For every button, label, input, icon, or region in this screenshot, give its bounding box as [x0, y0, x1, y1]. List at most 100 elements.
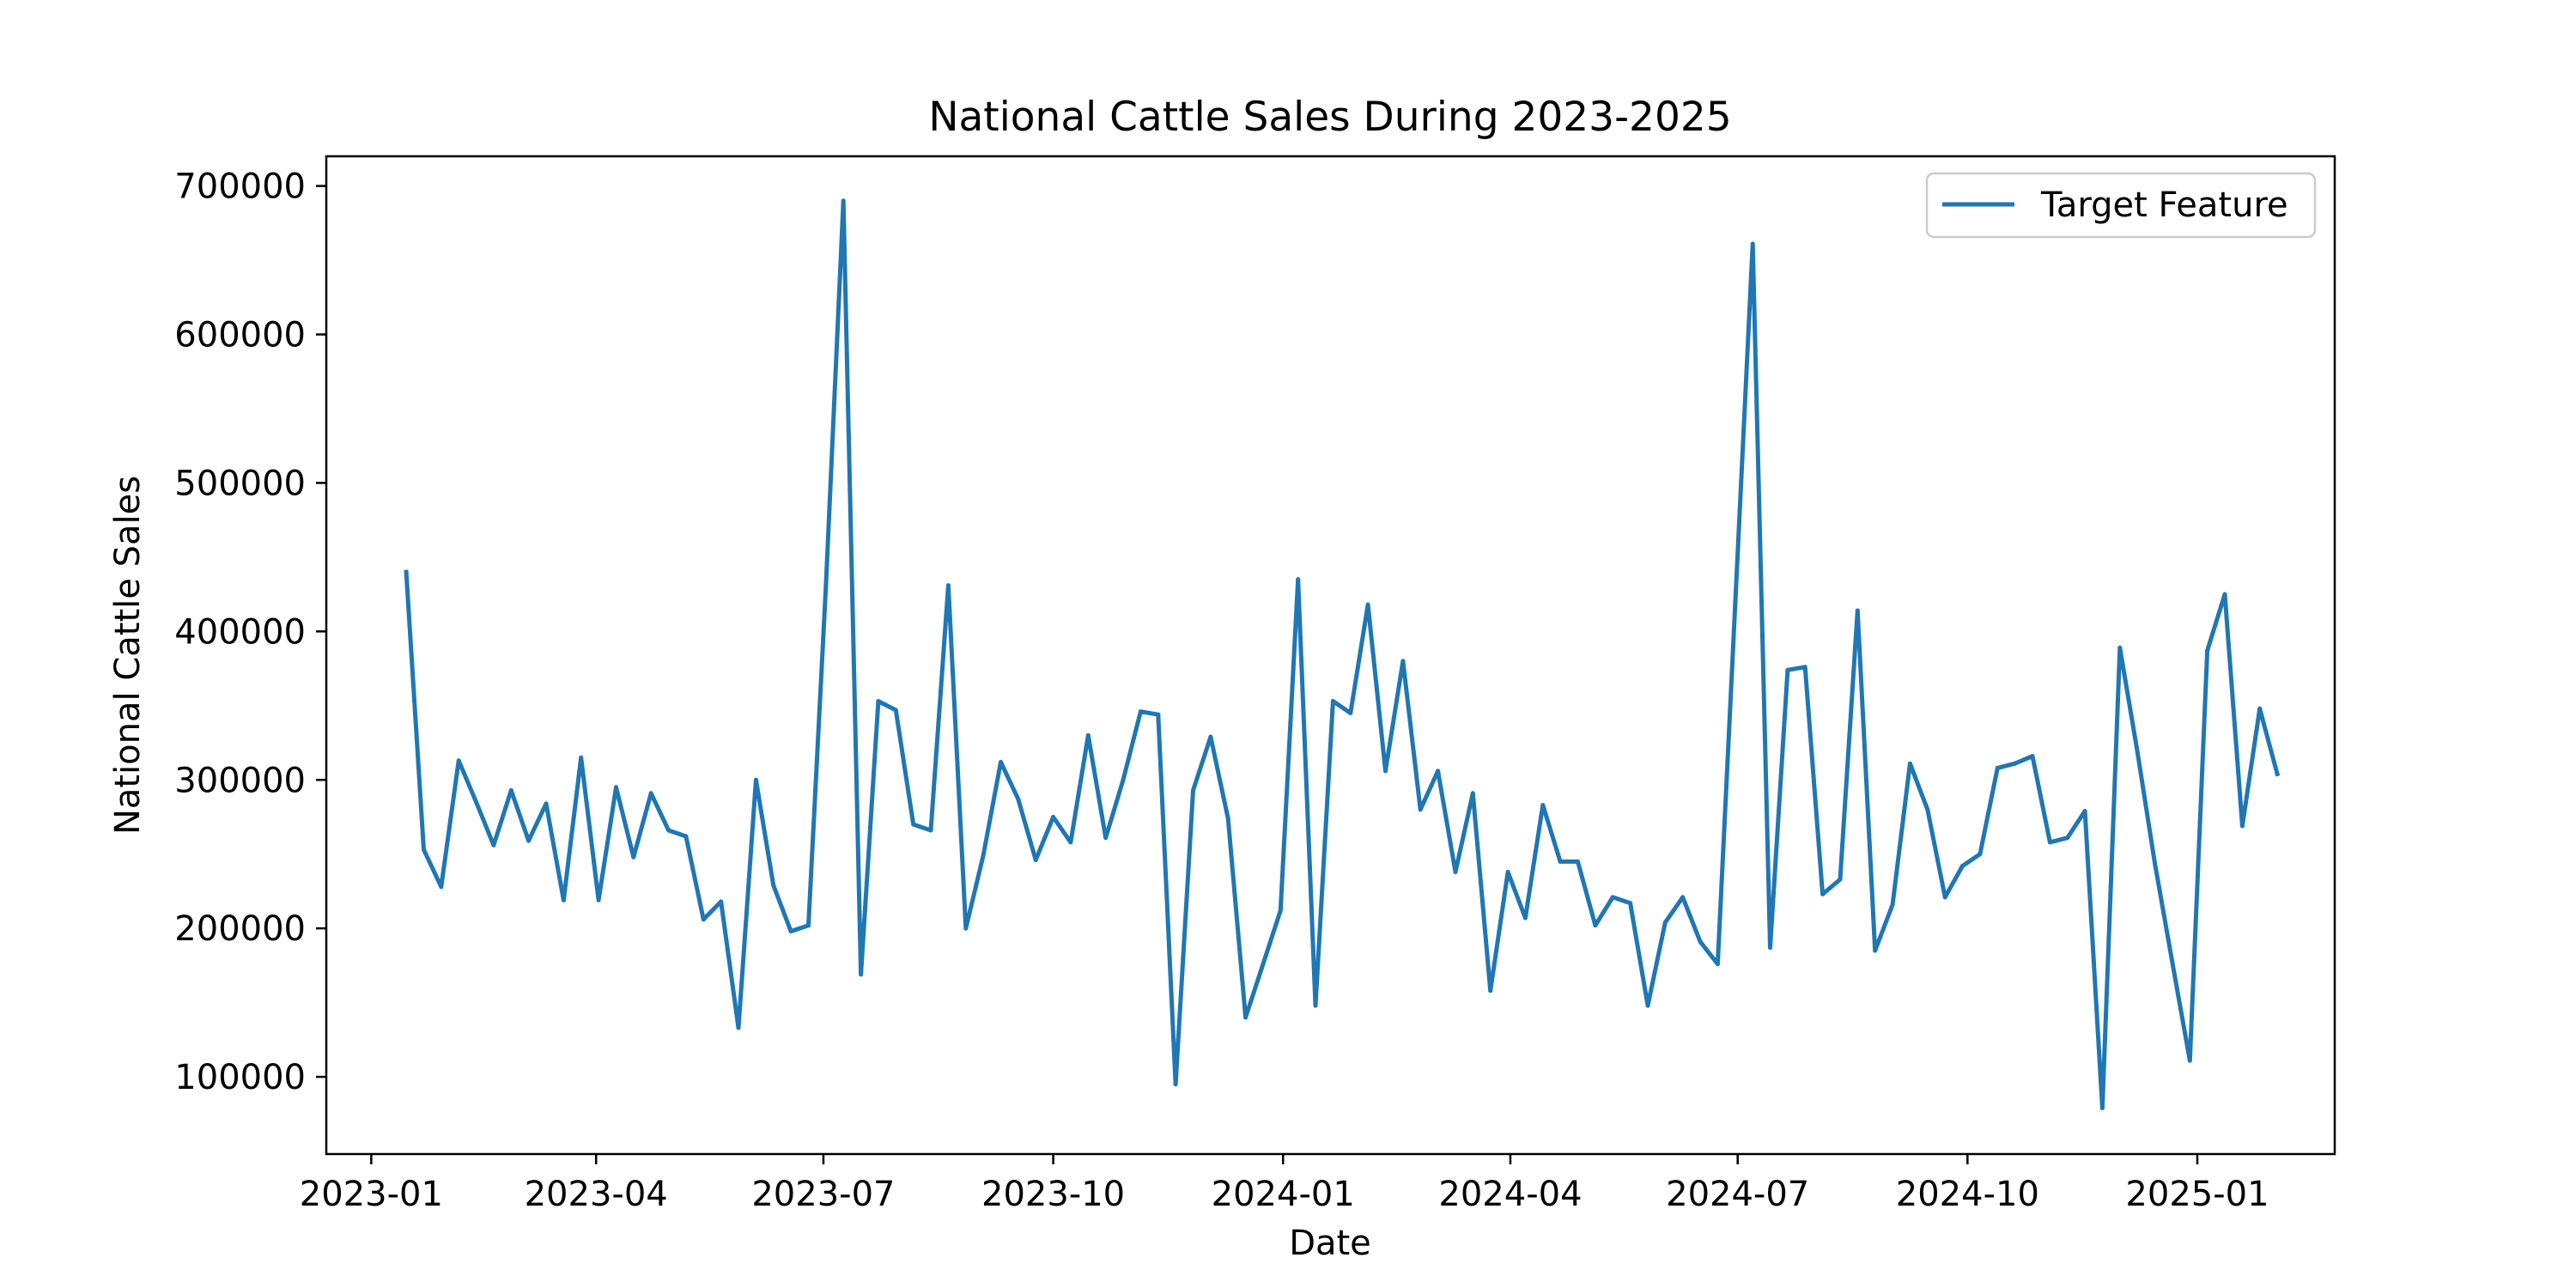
data-point — [1085, 732, 1091, 738]
data-point — [2239, 823, 2245, 829]
data-point — [2153, 860, 2157, 866]
data-point — [1838, 877, 1843, 882]
x-tick-label: 2024-07 — [1666, 1175, 1809, 1214]
data-point — [1068, 840, 1073, 845]
data-point — [1645, 1003, 1650, 1008]
data-point — [1593, 923, 1598, 928]
data-point — [1715, 962, 1720, 967]
data-point — [1995, 765, 2000, 770]
data-point — [2170, 960, 2175, 965]
data-point — [928, 828, 933, 833]
y-tick-label: 200000 — [174, 909, 306, 949]
data-point — [963, 926, 969, 931]
data-point — [474, 799, 479, 805]
data-point — [2082, 809, 2087, 814]
legend-box — [1925, 172, 2317, 239]
data-point — [859, 972, 864, 977]
data-point — [1907, 761, 1912, 766]
x-tick-label: 2024-04 — [1438, 1175, 1582, 1214]
data-point — [1418, 807, 1423, 812]
data-point — [2135, 749, 2140, 754]
data-point — [1296, 577, 1301, 582]
data-point — [771, 883, 776, 888]
data-point — [981, 853, 986, 858]
x-tick-label: 2023-10 — [981, 1175, 1125, 1214]
data-point — [404, 569, 409, 574]
plot-frame — [325, 155, 2336, 1156]
data-point — [788, 929, 793, 934]
data-point — [1365, 602, 1370, 607]
data-point — [579, 755, 584, 760]
data-point — [2013, 761, 2018, 766]
legend: Target Feature — [1925, 172, 2317, 239]
data-point — [753, 777, 758, 782]
data-point — [1261, 962, 1266, 967]
data-point — [911, 822, 916, 827]
data-point — [2257, 706, 2263, 711]
data-point — [1942, 895, 1947, 900]
data-point — [1873, 948, 1878, 953]
data-point — [999, 760, 1003, 764]
x-axis: 2023-01 2023-04 2023-07 2023-10 2024-01 2024-… — [300, 1154, 2269, 1214]
legend-label-target-feature: Target Feature — [2040, 185, 2288, 225]
data-point — [1733, 602, 1738, 607]
data-point — [2275, 771, 2280, 776]
data-point — [1225, 816, 1230, 821]
chart-title: National Cattle Sales During 2023-2025 — [928, 94, 1731, 141]
data-point — [1156, 712, 1161, 717]
data-point — [1313, 1003, 1318, 1008]
data-point — [422, 848, 426, 852]
data-point — [1383, 769, 1388, 774]
data-point — [2205, 648, 2210, 653]
data-point — [596, 897, 601, 902]
y-tick-label: 600000 — [174, 316, 306, 355]
data-point — [491, 842, 496, 848]
data-point — [2222, 592, 2227, 597]
data-point — [439, 884, 444, 890]
data-point — [1278, 908, 1283, 913]
data-point — [1785, 667, 1790, 672]
data-point — [1121, 777, 1126, 782]
data-point — [1348, 710, 1353, 715]
data-point — [1208, 734, 1213, 739]
x-tick-label: 2025-01 — [2125, 1175, 2269, 1214]
data-point — [2030, 754, 2035, 759]
y-tick-label: 700000 — [174, 167, 306, 207]
data-point — [544, 801, 549, 806]
data-point — [1103, 835, 1109, 841]
data-point — [1470, 791, 1475, 796]
data-point — [806, 923, 811, 928]
data-point — [1505, 870, 1510, 874]
data-point — [1016, 797, 1021, 802]
y-tick-label: 100000 — [174, 1058, 306, 1097]
data-point — [648, 791, 653, 796]
data-point — [1191, 787, 1195, 793]
data-point — [719, 899, 724, 904]
data-point — [666, 828, 671, 833]
data-point — [1925, 807, 1930, 812]
data-point — [1628, 901, 1633, 906]
data-point — [1768, 945, 1772, 951]
y-tick-label: 300000 — [174, 761, 306, 800]
data-point — [1855, 608, 1860, 613]
data-point — [1890, 902, 1895, 907]
data-point — [561, 897, 566, 902]
data-point — [1330, 699, 1335, 704]
x-tick-label: 2023-04 — [525, 1175, 668, 1214]
data-point — [683, 834, 689, 839]
data-point — [508, 787, 513, 793]
data-point — [893, 708, 898, 713]
data-point — [2065, 835, 2070, 841]
data-point — [631, 854, 636, 860]
y-axis: 100000 200000 300000 400000 500000 600000 7000… — [174, 167, 326, 1097]
data-point — [1522, 915, 1528, 920]
x-tick-label: 2024-10 — [1896, 1175, 2039, 1214]
data-point — [1558, 859, 1563, 864]
data-point — [1540, 803, 1546, 808]
data-point — [1453, 870, 1458, 874]
data-point — [1138, 709, 1143, 714]
data-point — [1662, 920, 1668, 925]
x-tick-label: 2023-01 — [300, 1175, 443, 1214]
data-point — [1820, 891, 1826, 896]
